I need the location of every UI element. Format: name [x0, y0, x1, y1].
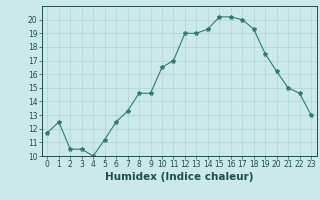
X-axis label: Humidex (Indice chaleur): Humidex (Indice chaleur) — [105, 172, 253, 182]
